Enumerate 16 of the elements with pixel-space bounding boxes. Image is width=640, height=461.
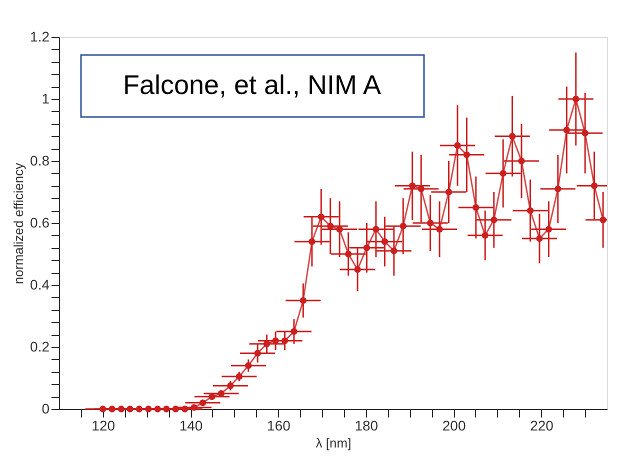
x-tick-label: 200 [442,418,466,434]
y-axis-title: normalized efficiency [11,162,26,284]
x-tick-label: 160 [267,418,291,434]
y-tick-label: 0.8 [30,152,50,168]
y-tick-label: 0 [42,400,50,416]
y-tick-label: 0.6 [30,214,50,230]
y-tick-label: 1.2 [30,28,50,44]
y-tick-label: 1 [42,90,50,106]
x-tick-label: 140 [179,418,203,434]
annotation: Falcone, et al., NIM A [122,70,382,100]
x-axis-title: λ [nm] [316,436,352,450]
x-tick-label: 220 [530,418,554,434]
y-tick-label: 0.2 [30,338,50,354]
y-tick-label: 0.4 [30,276,50,292]
x-tick-label: 180 [354,418,378,434]
x-tick-label: 120 [92,418,116,434]
